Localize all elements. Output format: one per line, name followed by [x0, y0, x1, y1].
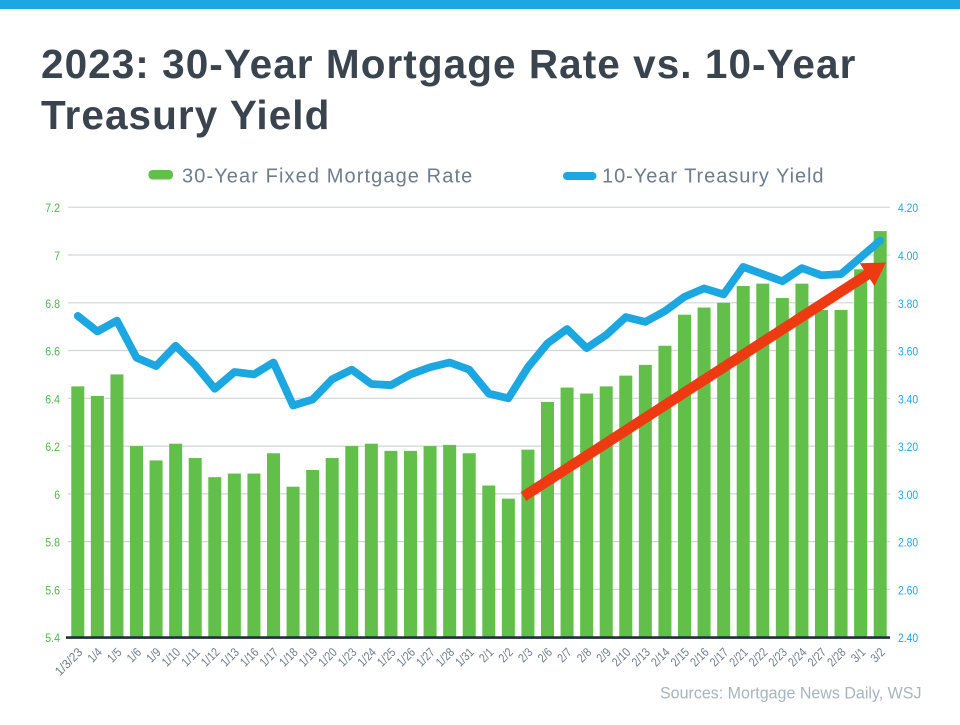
svg-text:6.6: 6.6	[45, 345, 60, 359]
svg-text:2.80: 2.80	[898, 536, 918, 550]
svg-text:7: 7	[54, 249, 60, 263]
svg-text:2.60: 2.60	[898, 583, 918, 597]
svg-text:7.2: 7.2	[45, 201, 60, 215]
svg-text:4.20: 4.20	[898, 201, 918, 215]
svg-text:3.60: 3.60	[898, 345, 918, 359]
svg-text:3.00: 3.00	[898, 488, 918, 502]
svg-text:2.40: 2.40	[898, 631, 918, 645]
svg-text:3.20: 3.20	[898, 440, 918, 454]
svg-text:6: 6	[54, 488, 60, 502]
svg-text:4.00: 4.00	[898, 249, 918, 263]
svg-text:5.6: 5.6	[45, 583, 60, 597]
svg-text:6.8: 6.8	[45, 297, 60, 311]
svg-text:3.80: 3.80	[898, 297, 918, 311]
svg-text:Treasury Yield: Treasury Yield	[41, 92, 330, 138]
svg-text:5.8: 5.8	[45, 536, 60, 550]
svg-text:5.4: 5.4	[45, 631, 60, 645]
svg-text:10-Year Treasury Yield: 10-Year Treasury Yield	[602, 166, 825, 188]
svg-text:3.40: 3.40	[898, 392, 918, 406]
svg-text:30-Year Fixed Mortgage Rate: 30-Year Fixed Mortgage Rate	[182, 166, 473, 188]
svg-text:2023: 30-Year Mortgage Rate vs: 2023: 30-Year Mortgage Rate vs. 10-Year	[41, 41, 856, 87]
svg-text:Sources: Mortgage News Daily,: Sources: Mortgage News Daily, WSJ	[660, 684, 922, 703]
svg-text:6.2: 6.2	[45, 440, 60, 454]
svg-text:6.4: 6.4	[45, 392, 60, 406]
